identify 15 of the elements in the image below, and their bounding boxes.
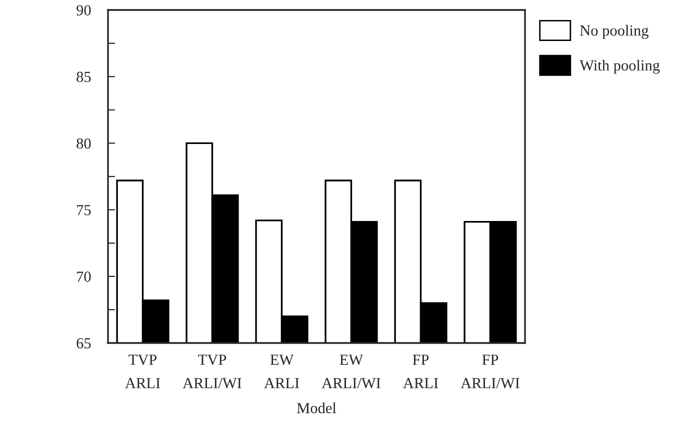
y-tick-label: 65: [76, 338, 91, 348]
x-tick-label: TVP ARLI/WI: [182, 354, 242, 388]
y-tick-label: 85: [76, 72, 91, 82]
x-tick-label: FP ARLI/WI: [460, 354, 520, 388]
x-tick-label: EW ARLI: [264, 354, 300, 388]
y-tick-label: 90: [76, 5, 91, 16]
legend-label: No pooling: [580, 24, 648, 39]
x-tick-label: FP ARLI: [403, 354, 438, 388]
y-tick-label: 75: [77, 205, 91, 216]
x-axis-title: Model: [296, 402, 336, 414]
y-tick-label: 70: [77, 272, 91, 282]
x-tick-label: TVP ARLI: [125, 354, 160, 388]
x-tick-label: EW ARLI/WI: [322, 354, 380, 388]
y-tick-label: 80: [76, 138, 91, 149]
legend-label: With pooling: [580, 60, 660, 74]
